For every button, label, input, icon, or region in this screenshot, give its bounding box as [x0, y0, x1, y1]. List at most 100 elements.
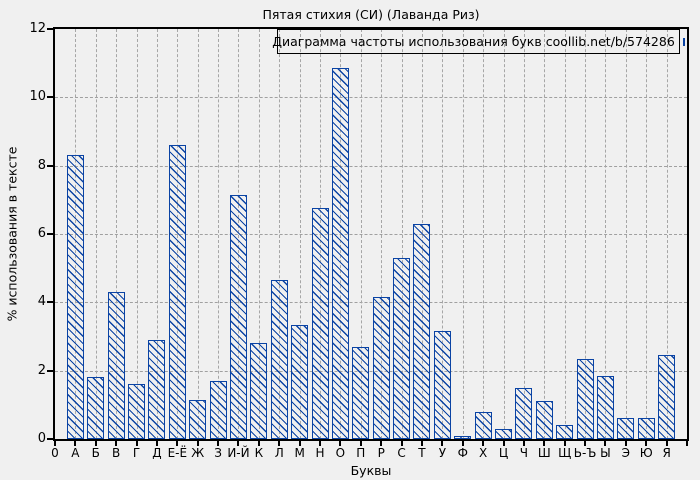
h-gridline: [55, 234, 687, 235]
x-tick-label: М: [294, 446, 305, 460]
x-tick-label: У: [438, 446, 446, 460]
v-gridline: [585, 29, 587, 439]
bar-19: [454, 436, 471, 439]
x-tick-label: В: [112, 446, 121, 460]
bar-4: [148, 340, 165, 439]
v-gridline: [523, 29, 525, 439]
x-axis-tick: [522, 441, 525, 446]
bar-10: [271, 280, 288, 439]
x-tick-label: Ч: [519, 446, 528, 460]
v-gridline: [381, 29, 383, 439]
y-axis-tick: [47, 28, 54, 30]
y-tick-label: 4: [37, 294, 46, 310]
x-tick-label: Т: [418, 446, 426, 460]
x-axis-tick: [380, 441, 383, 446]
h-gridline: [55, 97, 687, 99]
bar-3: [128, 384, 145, 439]
bar-1: [87, 377, 104, 439]
x-axis-tick: [543, 441, 546, 446]
plot-frame: [53, 27, 689, 441]
x-axis-tick: [400, 441, 403, 446]
y-tick-label: 6: [37, 226, 46, 241]
legend: Диаграмма частоты использования букв coo…: [272, 29, 685, 54]
x-axis-tick: [319, 441, 322, 446]
bar-15: [373, 297, 390, 439]
x-axis-tick: [339, 441, 342, 446]
v-gridline: [462, 29, 464, 439]
bar-14: [352, 347, 369, 439]
x-tick-label: С: [397, 446, 406, 460]
v-gridline: [544, 29, 546, 439]
v-gridline: [258, 29, 260, 439]
y-tick-label: 12: [29, 21, 46, 36]
bar-5: [169, 145, 186, 439]
x-tick-label: Ь-Ъ: [573, 446, 597, 460]
y-axis-tick: [47, 438, 54, 440]
x-axis-tick: [94, 441, 97, 446]
x-tick-label: Ф: [457, 446, 468, 460]
y-tick-label: 8: [37, 157, 46, 173]
v-gridline: [156, 29, 158, 439]
bar-23: [536, 401, 553, 439]
bar-20: [475, 412, 492, 439]
x-axis-tick: [482, 441, 485, 446]
x-axis-tick: [115, 441, 118, 446]
x-axis-tick: [196, 441, 199, 446]
v-gridline: [503, 29, 505, 439]
x-tick-label: Щ: [558, 446, 572, 460]
x-axis-tick: [441, 441, 444, 446]
bar-0: [67, 155, 84, 439]
v-gridline: [360, 29, 362, 439]
x-axis-tick: [155, 441, 158, 446]
v-gridline: [564, 29, 566, 439]
x-axis-tick: [359, 441, 362, 446]
x-tick-label: А: [71, 446, 80, 460]
x-axis-tick: [257, 441, 260, 446]
v-gridline: [666, 29, 668, 439]
x-axis-tick: [176, 441, 179, 446]
v-gridline: [95, 29, 97, 439]
x-tick-label: Р: [377, 446, 385, 460]
x-axis-tick: [584, 441, 587, 446]
plot-area: [55, 29, 687, 439]
y-axis-tick: [47, 301, 54, 304]
y-axis-tick: [47, 369, 54, 372]
bar-29: [658, 355, 675, 439]
bar-25: [577, 359, 594, 439]
bar-27: [617, 418, 634, 439]
v-gridline: [625, 29, 627, 439]
y-tick-label: 10: [29, 89, 46, 105]
x-tick-label: Н: [315, 446, 325, 460]
bar-21: [495, 429, 512, 439]
bar-18: [434, 331, 451, 439]
x-axis-tick: [604, 441, 607, 446]
y-tick-label: 2: [37, 362, 46, 378]
v-gridline: [197, 29, 199, 439]
x-axis-tick: [135, 441, 138, 446]
x-axis-tick: [74, 441, 77, 446]
bar-6: [189, 400, 206, 439]
x-axis-tick: [686, 441, 688, 446]
bar-12: [312, 208, 329, 439]
h-gridline: [55, 302, 687, 304]
bar-7: [210, 381, 227, 439]
x-axis-tick: [665, 441, 668, 446]
x-tick-label: Х: [479, 446, 488, 460]
x-tick-label: Я: [662, 446, 671, 460]
x-tick-label: К: [254, 446, 264, 460]
v-gridline: [136, 29, 138, 439]
x-axis-tick: [278, 441, 281, 446]
x-tick-label-origin: 0: [51, 446, 59, 460]
x-axis-tick: [461, 441, 464, 446]
bar-11: [291, 325, 308, 439]
v-gridline: [116, 29, 118, 439]
legend-swatch: [682, 37, 685, 46]
h-gridline: [55, 370, 687, 372]
bar-28: [638, 418, 655, 439]
x-axis-tick: [420, 441, 423, 446]
x-axis-tick: [217, 441, 220, 446]
x-tick-label: Ж: [191, 446, 205, 460]
v-gridline: [401, 29, 403, 439]
bar-17: [413, 224, 430, 439]
